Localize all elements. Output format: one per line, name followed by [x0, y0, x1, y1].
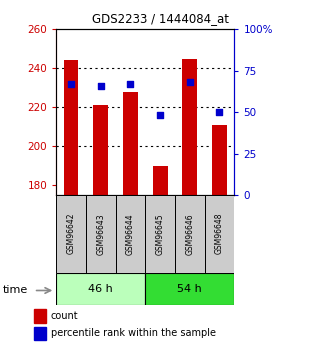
Text: GSM96648: GSM96648	[215, 213, 224, 255]
Text: GSM96643: GSM96643	[96, 213, 105, 255]
Text: GSM96645: GSM96645	[156, 213, 165, 255]
Text: GSM96644: GSM96644	[126, 213, 135, 255]
Point	[217, 109, 222, 115]
Bar	[182, 59, 197, 195]
FancyBboxPatch shape	[205, 195, 234, 273]
Bar	[153, 166, 168, 195]
Bar	[123, 92, 138, 195]
FancyBboxPatch shape	[175, 195, 205, 273]
Text: GSM96646: GSM96646	[185, 213, 194, 255]
Text: count: count	[51, 311, 78, 321]
FancyBboxPatch shape	[145, 195, 175, 273]
Bar	[212, 125, 227, 195]
Text: 46 h: 46 h	[88, 284, 113, 294]
Point	[158, 113, 163, 118]
Bar	[34, 309, 47, 323]
Text: GSM96642: GSM96642	[66, 213, 75, 255]
Point	[128, 81, 133, 87]
Text: percentile rank within the sample: percentile rank within the sample	[51, 328, 216, 338]
FancyBboxPatch shape	[56, 195, 86, 273]
FancyBboxPatch shape	[116, 195, 145, 273]
FancyBboxPatch shape	[56, 273, 145, 305]
Bar	[93, 105, 108, 195]
Bar	[64, 60, 78, 195]
Bar	[34, 327, 47, 340]
Text: time: time	[3, 286, 29, 295]
Point	[68, 81, 74, 87]
FancyBboxPatch shape	[86, 195, 116, 273]
Point	[187, 80, 192, 85]
Text: GDS2233 / 1444084_at: GDS2233 / 1444084_at	[92, 12, 229, 25]
Text: 54 h: 54 h	[178, 284, 202, 294]
FancyBboxPatch shape	[145, 273, 234, 305]
Point	[98, 83, 103, 88]
